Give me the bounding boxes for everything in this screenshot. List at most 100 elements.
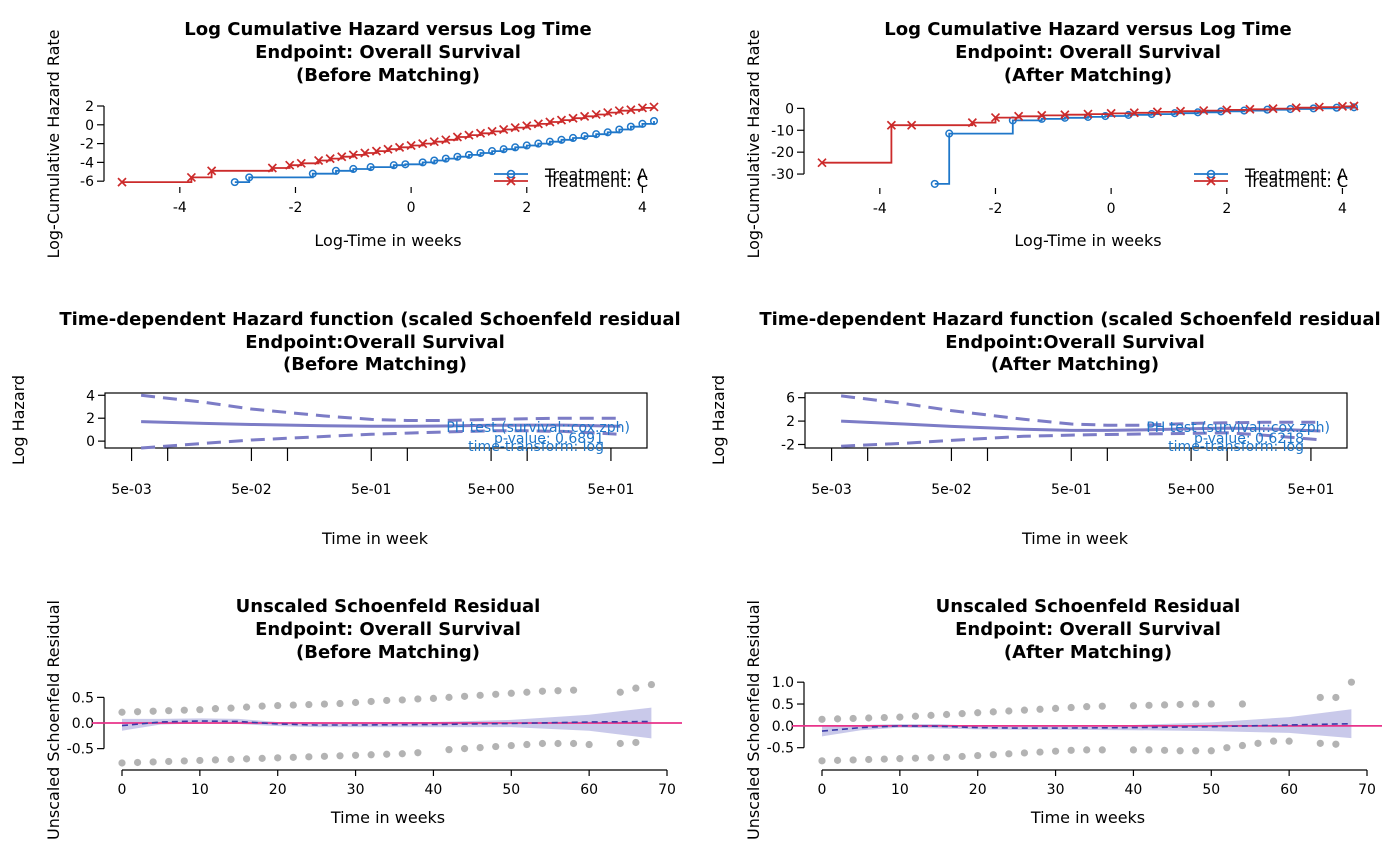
residual-point <box>1160 746 1169 754</box>
plot-area <box>792 678 1382 765</box>
residual-point <box>896 755 904 763</box>
residual-point <box>1254 739 1262 747</box>
data-point-treatment-c <box>296 158 306 168</box>
residual-point <box>538 687 547 695</box>
chart-schoenfeld-residual-before: Unscaled Schoenfeld Residual Endpoint: O… <box>44 596 682 840</box>
annotation-test-name: PH test (survival::cox.zph) <box>1146 420 1330 436</box>
residual-point <box>1067 703 1075 712</box>
annotation-time-transform: time-transform: log <box>1168 439 1304 455</box>
y-tick-label: -30 <box>771 167 794 183</box>
axes: 6 2 -2 5e-03 5e-02 5e-01 5e+00 5e+01 <box>781 391 1348 498</box>
annotation-p-value: p-value: 0.6218 <box>1194 431 1304 447</box>
upper-confidence-line <box>140 393 621 422</box>
data-point-treatment-a <box>245 173 254 182</box>
data-point-treatment-c <box>1337 101 1348 112</box>
x-tick-label: 5e-02 <box>231 482 271 498</box>
x-tick-label: 5e+01 <box>587 482 634 498</box>
x-tick-label: -4 <box>873 201 887 217</box>
residual-point <box>1238 700 1247 708</box>
residual-point <box>118 708 126 716</box>
data-point-treatment-a <box>401 160 410 169</box>
data-point-treatment-a <box>331 166 341 175</box>
x-axis-label: Time in week <box>1021 529 1129 548</box>
residual-point <box>320 752 329 760</box>
residual-point <box>211 705 220 713</box>
y-axis-label: Log Hazard <box>709 375 728 465</box>
residual-point <box>398 750 406 758</box>
residual-point <box>880 713 888 722</box>
x-tick-label: 4 <box>638 200 647 216</box>
data-point-treatment-c <box>314 155 324 166</box>
data-point-treatment-c <box>499 124 509 135</box>
chart-title-line-3: (Before Matching) <box>283 354 467 375</box>
data-point-treatment-a <box>453 152 462 161</box>
data-point-treatment-a <box>557 135 566 144</box>
legend-x-marker <box>506 176 516 186</box>
chart-hazard-function-before: Time-dependent Hazard function (scaled S… <box>9 309 681 548</box>
residual-point <box>554 739 562 748</box>
data-point-treatment-c <box>649 102 659 112</box>
x-axis-label: Time in weeks <box>1030 808 1145 827</box>
data-point-treatment-c <box>429 137 439 147</box>
residual-point <box>1129 746 1138 754</box>
residual-point <box>196 756 204 765</box>
residual-point <box>351 698 360 707</box>
data-point-treatment-c <box>117 177 127 187</box>
residual-point <box>849 756 857 764</box>
residual-point <box>1176 700 1184 709</box>
residual-point <box>336 752 344 760</box>
x-axis-label: Time in week <box>321 529 429 548</box>
data-point-treatment-c <box>967 118 977 128</box>
residual-point <box>1067 746 1075 754</box>
x-tick-label: 0 <box>1107 201 1116 217</box>
x-tick-label: 5e+00 <box>1168 482 1215 498</box>
residual-point <box>211 756 220 764</box>
legend-label-treatment-c: Treatment: C <box>544 172 648 191</box>
residual-point <box>911 754 920 762</box>
x-tick-label: 10 <box>191 782 209 798</box>
residual-point <box>242 703 251 711</box>
data-point-treatment-a <box>441 154 450 163</box>
data-point-treatment-a <box>488 147 497 156</box>
data-point-treatment-c <box>817 158 827 168</box>
y-tick-label: 2 <box>86 411 95 427</box>
x-tick-label: 5e-01 <box>351 482 391 498</box>
residual-point <box>460 745 469 753</box>
data-point-treatment-c <box>603 107 613 118</box>
chart-title-line-1: Log Cumulative Hazard versus Log Time <box>184 19 591 40</box>
data-point-treatment-c <box>510 123 520 133</box>
axes: 1.0 0.5 0.0 -0.5 0 10 20 30 40 50 60 70 <box>767 675 1376 798</box>
y-axis-label: Log Hazard <box>9 375 28 465</box>
chart-title-line-2: Endpoint:Overall Survival <box>245 332 505 353</box>
residual-point <box>880 755 888 763</box>
residual-point <box>165 707 173 715</box>
data-point-treatment-a <box>649 116 659 126</box>
residual-point <box>476 744 484 752</box>
confidence-band <box>822 709 1352 739</box>
data-point-treatment-c <box>556 115 567 125</box>
chart-title-line-2: Endpoint: Overall Survival <box>955 619 1221 640</box>
x-tick-label: 5e-03 <box>811 482 851 498</box>
residual-point <box>632 684 640 692</box>
residual-point <box>445 746 453 754</box>
axes: 0-10-20-30-4 -2 0 2 4 <box>771 101 1347 217</box>
residual-point <box>958 752 966 761</box>
ph-test-annotation: PH test (survival::cox.zph) p-value: 0.6… <box>1146 420 1330 455</box>
smoothed-trend-line <box>121 720 652 727</box>
hazard-fit-line <box>141 420 621 428</box>
data-point-treatment-a <box>430 156 439 165</box>
residual-point <box>927 711 935 719</box>
residual-point <box>865 714 873 722</box>
residual-point <box>1005 750 1013 758</box>
y-tick-label: 0.0 <box>772 719 794 735</box>
x-axis-label: Time in weeks <box>330 808 445 827</box>
y-tick-label: -10 <box>771 123 794 139</box>
chart-title-line-3: (Before Matching) <box>296 65 480 86</box>
residual-point <box>242 755 251 763</box>
residual-point <box>445 693 453 701</box>
y-tick-label: -0.5 <box>67 742 94 758</box>
y-tick-label: 2 <box>786 414 795 430</box>
y-tick-label: 0 <box>785 101 794 117</box>
y-axis-label: Unscaled Schoenfeld Residual <box>744 600 763 840</box>
residual-point <box>492 690 500 698</box>
